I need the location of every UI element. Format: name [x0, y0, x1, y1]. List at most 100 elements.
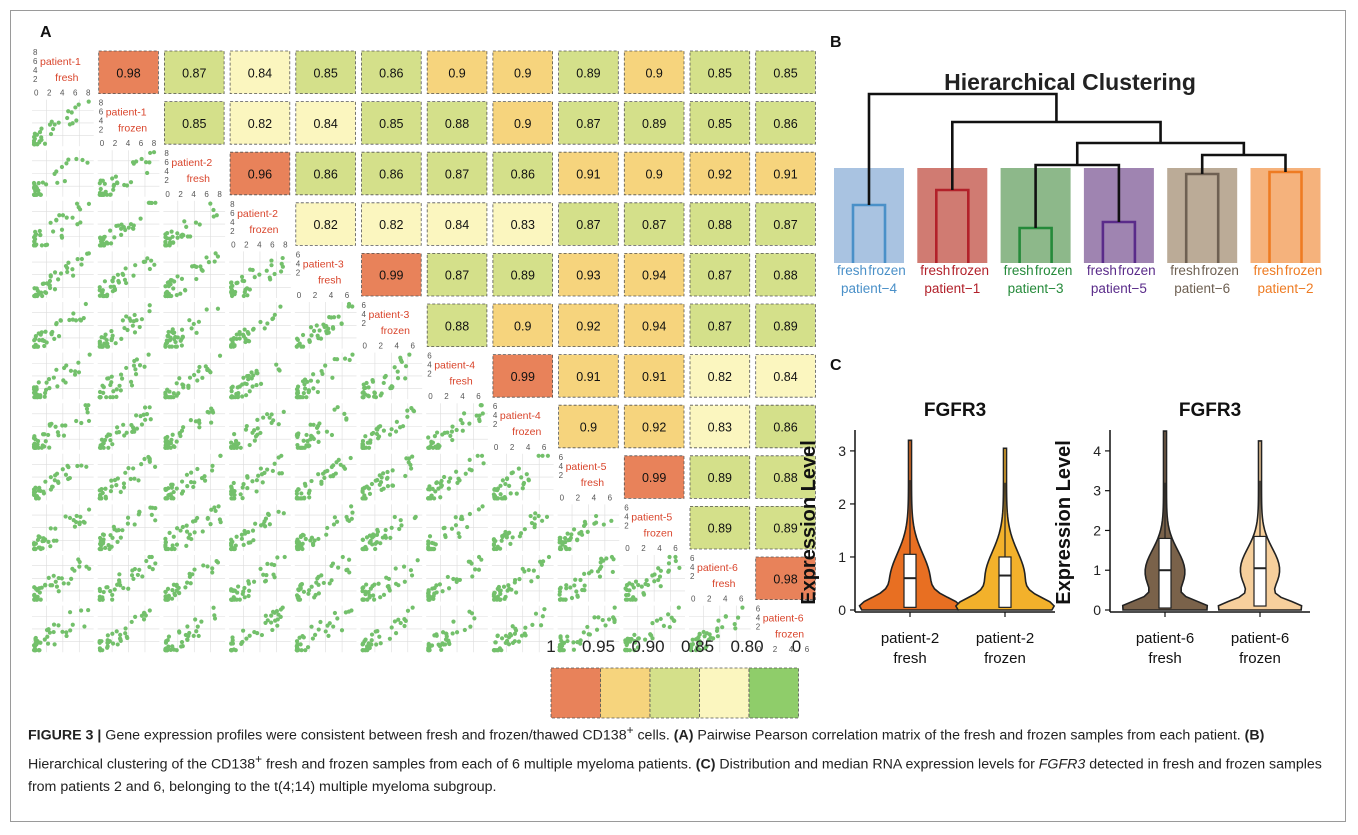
scatter-point — [217, 353, 223, 358]
corr-cell — [755, 252, 816, 297]
scatter-point — [132, 312, 137, 318]
scatter-cell — [229, 251, 291, 299]
scatter-point — [263, 620, 268, 626]
diag-x-tick: 4 — [592, 493, 597, 502]
scatter-point — [230, 635, 235, 640]
scatter-point — [64, 633, 69, 639]
scatter-point — [508, 541, 513, 546]
scatter-point — [390, 468, 395, 473]
scatter-point — [624, 592, 629, 598]
legend-label: 0.80 — [730, 637, 763, 656]
scatter-point — [603, 623, 608, 628]
scatter-point — [163, 540, 168, 545]
scatter-point — [35, 344, 40, 349]
caption-text-7: detected in fresh and frozen samples fro… — [28, 756, 1322, 796]
scatter-point — [491, 597, 497, 602]
scatter-point — [65, 269, 70, 275]
scatter-point — [523, 625, 528, 630]
scatter-point — [40, 281, 45, 286]
scatter-point — [312, 538, 317, 543]
diag-label-patient: patient-1 — [106, 107, 147, 119]
scatter-cell — [229, 403, 291, 450]
scatter-point — [299, 491, 304, 496]
scatter-point — [150, 567, 155, 572]
scatter-point — [386, 586, 392, 591]
scatter-point — [304, 432, 309, 438]
scatter-point — [311, 386, 316, 391]
scatter-point — [34, 132, 40, 137]
violin-ylabel: Expression Level — [798, 440, 820, 605]
scatter-point — [113, 341, 118, 346]
scatter-point — [335, 616, 340, 621]
scatter-cell — [31, 352, 94, 400]
scatter-point — [656, 577, 661, 583]
scatter-point — [200, 529, 205, 534]
scatter-point — [54, 218, 59, 223]
scatter-point — [163, 344, 168, 349]
scatter-point — [439, 478, 444, 484]
scatter-point — [139, 156, 144, 162]
scatter-point — [300, 332, 306, 338]
scatter-point — [110, 597, 115, 602]
scatter-point — [70, 317, 75, 322]
scatter-point — [310, 636, 315, 641]
scatter-point — [52, 642, 57, 647]
scatter-point — [53, 424, 58, 429]
scatter-point — [43, 479, 48, 484]
scatter-cell — [294, 301, 357, 349]
corr-cell — [689, 50, 751, 94]
scatter-point — [586, 632, 591, 637]
scatter-point — [102, 335, 107, 340]
scatter-point — [597, 574, 603, 579]
scatter-point — [363, 637, 368, 642]
scatter-point — [298, 445, 303, 450]
leaf-frozen-label: frozen — [1285, 263, 1323, 278]
scatter-point — [166, 634, 172, 639]
scatter-point — [179, 343, 184, 348]
scatter-point — [375, 478, 380, 483]
scatter-point — [229, 491, 235, 496]
scatter-point — [246, 529, 251, 535]
scatter-point — [196, 369, 201, 374]
scatter-point — [166, 329, 171, 335]
scatter-point — [149, 258, 154, 263]
scatter-point — [582, 571, 587, 576]
scatter-point — [51, 229, 56, 234]
scatter-point — [51, 622, 57, 627]
scatter-point — [58, 318, 63, 323]
scatter-point — [179, 327, 185, 332]
scatter-point — [643, 581, 648, 587]
scatter-point — [282, 554, 287, 560]
scatter-point — [658, 584, 663, 589]
violin-group-label: frozen — [1239, 650, 1281, 667]
scatter-point — [147, 160, 152, 165]
corr-value: 0.85 — [773, 66, 797, 80]
corr-value: 0.88 — [708, 218, 732, 232]
scatter-point — [122, 325, 127, 331]
scatter-point — [442, 525, 447, 530]
caption-text-3: Pairwise Pearson correlation matrix of t… — [693, 727, 1245, 744]
scatter-point — [45, 641, 51, 646]
scatter-point — [193, 617, 198, 622]
scatter-point — [33, 334, 38, 339]
scatter-point — [544, 514, 550, 520]
corr-value: 0.89 — [773, 522, 797, 536]
scatter-point — [137, 567, 142, 572]
scatter-cell — [97, 302, 160, 349]
scatter-point — [381, 428, 386, 433]
scatter-point — [405, 414, 410, 419]
scatter-point — [171, 534, 176, 539]
scatter-point — [360, 441, 365, 447]
corr-value: 0.93 — [576, 269, 600, 283]
scatter-point — [32, 445, 37, 450]
scatter-point — [509, 471, 514, 476]
scatter-point — [232, 432, 237, 437]
scatter-point — [272, 312, 277, 317]
scatter-point — [112, 587, 117, 592]
scatter-point — [336, 457, 341, 462]
scatter-point — [58, 271, 64, 276]
scatter-point — [170, 644, 175, 649]
scatter-point — [168, 445, 173, 450]
scatter-point — [275, 617, 280, 622]
scatter-cell — [294, 403, 357, 450]
